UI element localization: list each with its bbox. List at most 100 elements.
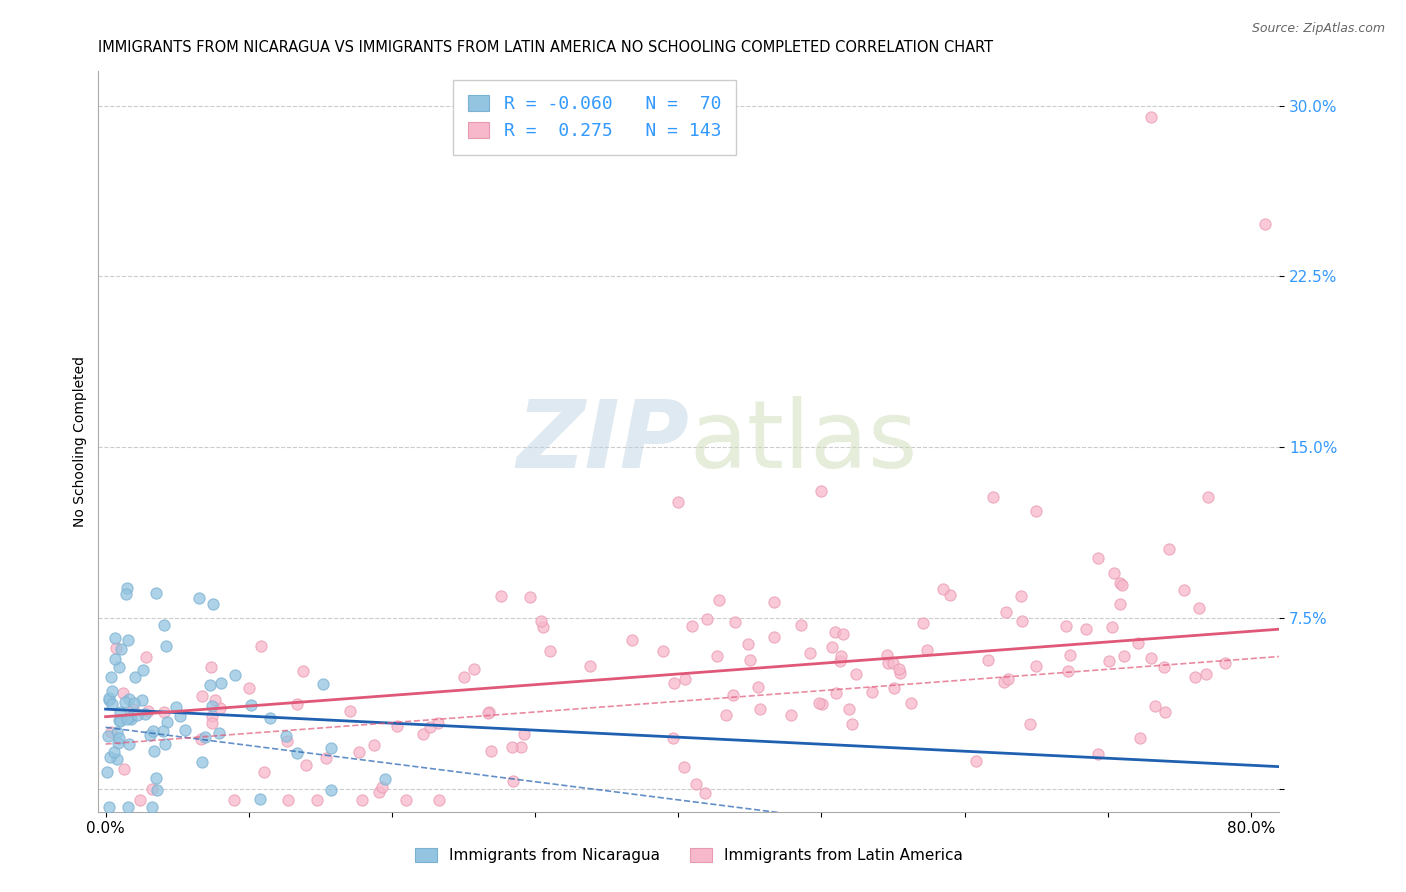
Point xyxy=(1188,601,1211,615)
Point xyxy=(312,677,335,691)
Point xyxy=(1011,615,1033,629)
Point xyxy=(321,783,343,797)
Point xyxy=(165,700,187,714)
Point xyxy=(142,744,165,758)
Point xyxy=(122,696,145,710)
Point xyxy=(1054,619,1077,633)
Y-axis label: No Schooling Completed: No Schooling Completed xyxy=(73,356,87,527)
Point xyxy=(200,659,222,673)
Point xyxy=(1154,705,1177,719)
Point xyxy=(810,483,832,498)
Point xyxy=(115,582,138,596)
Point xyxy=(889,662,911,676)
Point xyxy=(276,729,298,743)
Point xyxy=(107,659,129,673)
Point xyxy=(118,692,141,706)
Point xyxy=(112,685,135,699)
Point xyxy=(100,697,122,711)
Point xyxy=(1101,620,1123,634)
Point xyxy=(860,685,883,699)
Point xyxy=(249,792,271,806)
Point xyxy=(1018,717,1040,731)
Point xyxy=(1254,217,1277,231)
Point xyxy=(198,678,221,692)
Point xyxy=(762,630,785,644)
Point xyxy=(1112,648,1135,663)
Point xyxy=(169,709,191,723)
Point xyxy=(740,653,762,667)
Point xyxy=(510,740,533,755)
Point xyxy=(208,726,231,740)
Point xyxy=(209,701,232,715)
Point xyxy=(824,686,846,700)
Point xyxy=(118,737,141,751)
Point xyxy=(222,793,245,807)
Point xyxy=(259,711,281,725)
Point xyxy=(107,736,129,750)
Point xyxy=(810,697,832,711)
Point xyxy=(370,780,392,795)
Point xyxy=(101,683,124,698)
Point xyxy=(1025,659,1047,673)
Point xyxy=(531,620,554,634)
Point xyxy=(693,786,716,800)
Point xyxy=(97,800,120,814)
Point xyxy=(915,642,938,657)
Point xyxy=(412,727,434,741)
Point xyxy=(502,773,524,788)
Point xyxy=(714,708,737,723)
Point xyxy=(138,728,160,742)
Point xyxy=(105,752,128,766)
Point xyxy=(1197,491,1219,505)
Text: atlas: atlas xyxy=(689,395,917,488)
Point xyxy=(1144,699,1167,714)
Point xyxy=(1159,541,1181,556)
Point xyxy=(135,650,157,665)
Point xyxy=(579,659,602,673)
Point xyxy=(939,588,962,602)
Point xyxy=(136,704,159,718)
Point xyxy=(1010,590,1032,604)
Point xyxy=(104,652,127,666)
Point xyxy=(115,712,138,726)
Point xyxy=(662,676,685,690)
Point xyxy=(841,717,863,731)
Point xyxy=(110,642,132,657)
Point xyxy=(190,756,212,770)
Point xyxy=(832,627,855,641)
Point xyxy=(97,691,120,706)
Point xyxy=(120,712,142,726)
Point xyxy=(153,618,176,632)
Point xyxy=(1173,582,1195,597)
Point xyxy=(276,734,298,748)
Point xyxy=(1139,110,1161,124)
Point xyxy=(651,643,673,657)
Text: ZIP: ZIP xyxy=(516,395,689,488)
Point xyxy=(387,718,409,732)
Point xyxy=(1059,648,1081,663)
Point xyxy=(1104,566,1126,580)
Point xyxy=(97,729,120,743)
Point xyxy=(1184,670,1206,684)
Point xyxy=(479,744,502,758)
Point xyxy=(1111,578,1133,592)
Point xyxy=(877,657,900,671)
Point xyxy=(824,624,846,639)
Point xyxy=(1128,636,1150,650)
Point xyxy=(224,668,246,682)
Point xyxy=(201,699,224,714)
Point xyxy=(114,695,136,709)
Point xyxy=(204,692,226,706)
Point xyxy=(105,725,128,739)
Point xyxy=(932,582,955,597)
Point xyxy=(981,491,1004,505)
Point xyxy=(519,590,541,604)
Point xyxy=(153,705,176,719)
Point xyxy=(127,708,149,723)
Point xyxy=(666,495,689,509)
Point xyxy=(838,702,860,716)
Point xyxy=(1087,747,1109,762)
Point xyxy=(780,707,803,722)
Point xyxy=(174,723,197,738)
Point xyxy=(295,757,318,772)
